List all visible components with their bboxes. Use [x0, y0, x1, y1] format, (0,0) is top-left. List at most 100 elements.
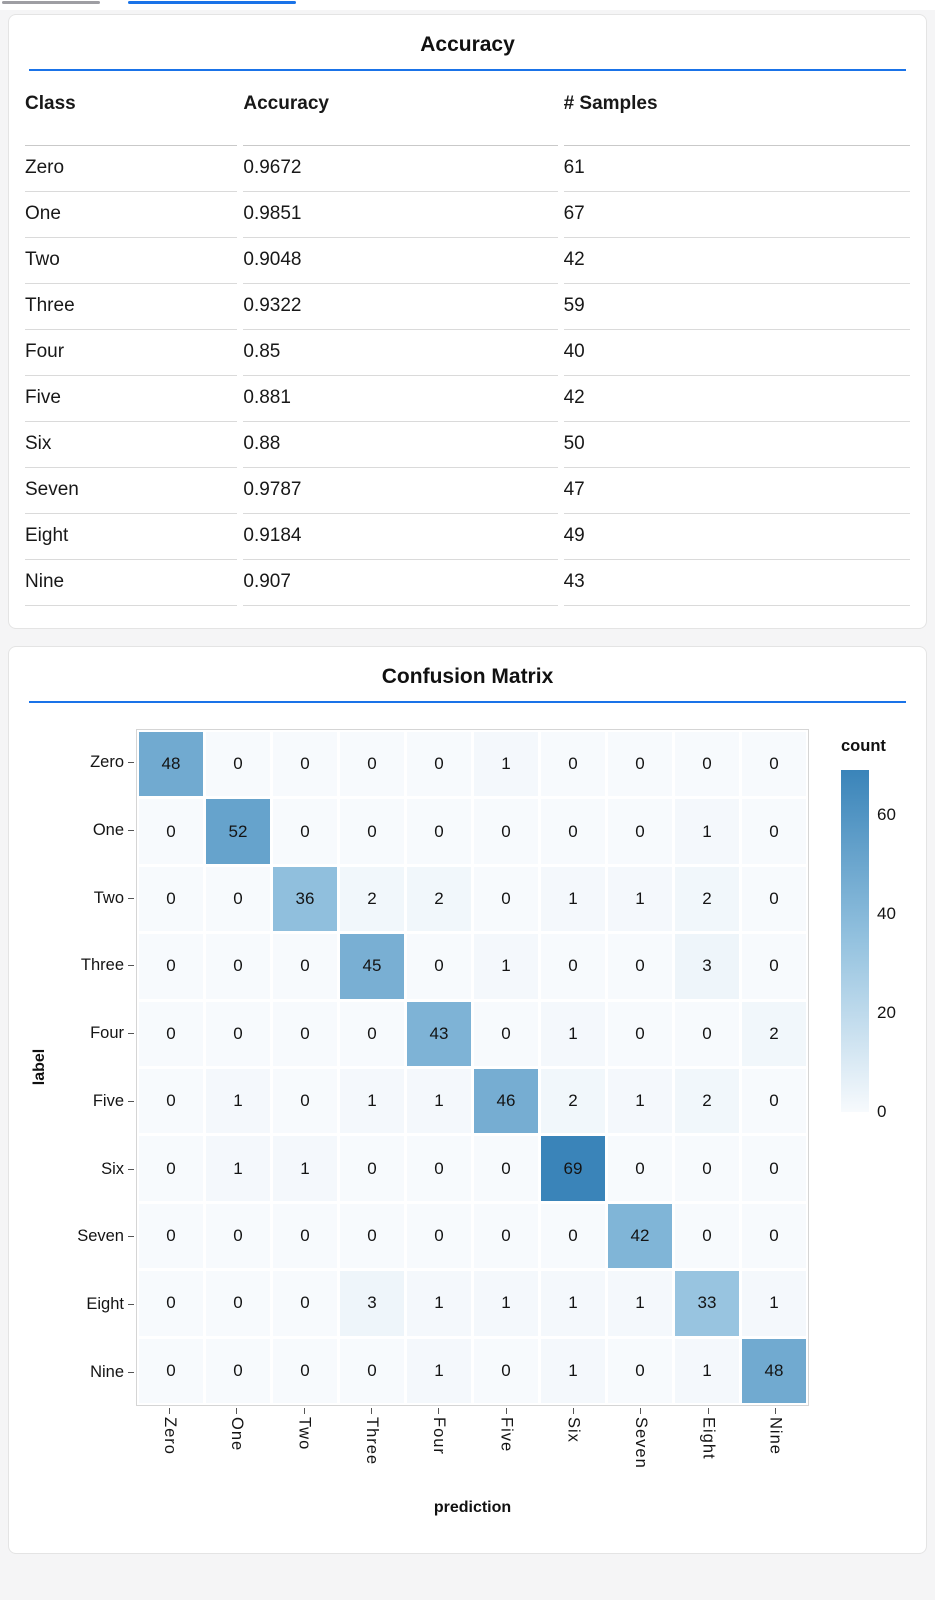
matrix-cell: 0 — [139, 1338, 203, 1403]
matrix-cell: 0 — [608, 1001, 672, 1066]
matrix-cell: 3 — [675, 934, 739, 999]
samples-cell: 59 — [563, 284, 910, 330]
matrix-cell: 0 — [541, 799, 605, 864]
matrix-cell: 48 — [139, 732, 203, 797]
x-axis-label-text: Six — [564, 1417, 583, 1443]
matrix-cell: 0 — [139, 1203, 203, 1269]
confusion-matrix-chart: label Zero One Two Three Four Five Six Seven Eig… — [25, 711, 910, 1531]
axis-tick — [640, 1408, 642, 1414]
matrix-cell: 0 — [206, 1338, 270, 1403]
matrix-cell: 0 — [273, 1271, 337, 1336]
matrix-cell: 0 — [608, 1338, 672, 1403]
matrix-cell: 0 — [742, 799, 806, 864]
x-axis-labels: Zero One Two Three Four Five Six Seven Eight Nine — [136, 1408, 809, 1469]
legend-colorbar: 60 40 20 0 — [841, 770, 896, 1121]
x-axis-label: Seven — [607, 1408, 674, 1469]
matrix-cell: 1 — [608, 866, 672, 932]
matrix-cell: 0 — [742, 1069, 806, 1134]
matrix-cell: 0 — [206, 732, 270, 797]
y-axis-label-text: Zero — [90, 753, 124, 772]
matrix-cell: 0 — [407, 799, 471, 864]
axis-tick — [128, 1168, 134, 1170]
legend-tick-label: 20 — [877, 1002, 896, 1022]
legend-tick-label: 60 — [877, 804, 896, 824]
matrix-cell: 0 — [742, 1136, 806, 1201]
matrix-cell: 0 — [273, 1001, 337, 1066]
axis-tick — [128, 1100, 134, 1102]
matrix-cell: 0 — [608, 732, 672, 797]
y-axis-label: Nine — [25, 1338, 134, 1406]
class-cell: Three — [25, 284, 238, 330]
matrix-cell: 0 — [139, 1069, 203, 1134]
matrix-cell: 2 — [340, 866, 404, 932]
tab-indicator-inactive[interactable] — [2, 1, 100, 4]
samples-cell: 67 — [563, 192, 910, 238]
accuracy-cell: 0.9787 — [243, 468, 558, 514]
axis-tick — [169, 1408, 171, 1414]
legend-tick-label: 0 — [877, 1102, 887, 1121]
matrix-cell: 52 — [206, 799, 270, 864]
confusion-matrix-card: Confusion Matrix label Zero One Two Three Fo… — [8, 646, 927, 1554]
matrix-cell: 0 — [340, 1203, 404, 1269]
confusion-card-title: Confusion Matrix — [381, 665, 554, 688]
matrix-cell: 0 — [474, 1203, 538, 1269]
matrix-cell: 0 — [474, 1338, 538, 1403]
axis-tick — [438, 1408, 440, 1414]
table-row: Two 0.9048 42 — [25, 238, 910, 284]
axis-tick — [128, 897, 134, 899]
matrix-cell: 0 — [340, 1338, 404, 1403]
samples-cell: 42 — [563, 238, 910, 284]
matrix-cell: 2 — [407, 866, 471, 932]
y-axis-labels: Zero One Two Three Four Five Six Seven Eight Nine — [25, 729, 134, 1406]
matrix-cell: 3 — [340, 1271, 404, 1336]
table-row: Eight 0.9184 49 — [25, 514, 910, 560]
matrix-cell: 0 — [340, 1136, 404, 1201]
x-axis-label: Six — [540, 1408, 607, 1469]
y-axis-label: Eight — [25, 1271, 134, 1339]
matrix-cell: 0 — [340, 799, 404, 864]
legend-title: count — [841, 737, 886, 755]
x-axis-label-text: Two — [295, 1417, 314, 1451]
accuracy-cell: 0.9672 — [243, 146, 558, 192]
matrix-cell: 0 — [139, 799, 203, 864]
matrix-cell: 0 — [139, 1001, 203, 1066]
x-axis-label: Nine — [742, 1408, 809, 1469]
matrix-cell: 0 — [139, 934, 203, 999]
x-axis-label: Zero — [136, 1408, 203, 1469]
matrix-cell: 0 — [407, 1203, 471, 1269]
tab-indicator-active[interactable] — [128, 1, 296, 4]
x-axis-label: Three — [338, 1408, 405, 1469]
matrix-cell: 43 — [407, 1001, 471, 1066]
matrix-cell: 2 — [541, 1069, 605, 1134]
matrix-cell: 0 — [407, 732, 471, 797]
matrix-cell: 1 — [541, 1338, 605, 1403]
x-axis-label: One — [203, 1408, 270, 1469]
matrix-cell: 45 — [340, 934, 404, 999]
y-axis-label: Seven — [25, 1203, 134, 1271]
matrix-cell: 1 — [541, 866, 605, 932]
matrix-cell: 0 — [742, 866, 806, 932]
matrix-cell: 1 — [608, 1271, 672, 1336]
matrix-cell: 36 — [273, 866, 337, 932]
x-axis-label-text: Three — [362, 1417, 381, 1466]
matrix-cell: 1 — [407, 1338, 471, 1403]
column-header: # Samples — [563, 93, 910, 146]
y-axis-label: Five — [25, 1068, 134, 1136]
matrix-cell: 0 — [541, 1203, 605, 1269]
table-row: Nine 0.907 43 — [25, 560, 910, 606]
axis-tick — [774, 1408, 776, 1414]
matrix-cell: 0 — [273, 1338, 337, 1403]
axis-tick — [128, 1033, 134, 1035]
matrix-cell: 1 — [541, 1001, 605, 1066]
matrix-cell: 1 — [474, 1271, 538, 1336]
matrix-cell: 1 — [407, 1069, 471, 1134]
matrix-cell: 2 — [742, 1001, 806, 1066]
accuracy-cell: 0.907 — [243, 560, 558, 606]
class-cell: One — [25, 192, 238, 238]
axis-tick — [128, 830, 134, 832]
matrix-cell: 0 — [474, 866, 538, 932]
accuracy-card: Accuracy Class Accuracy # Samples Zero 0.967… — [8, 14, 927, 629]
matrix-cell: 0 — [273, 934, 337, 999]
class-cell: Seven — [25, 468, 238, 514]
matrix-cell: 1 — [407, 1271, 471, 1336]
